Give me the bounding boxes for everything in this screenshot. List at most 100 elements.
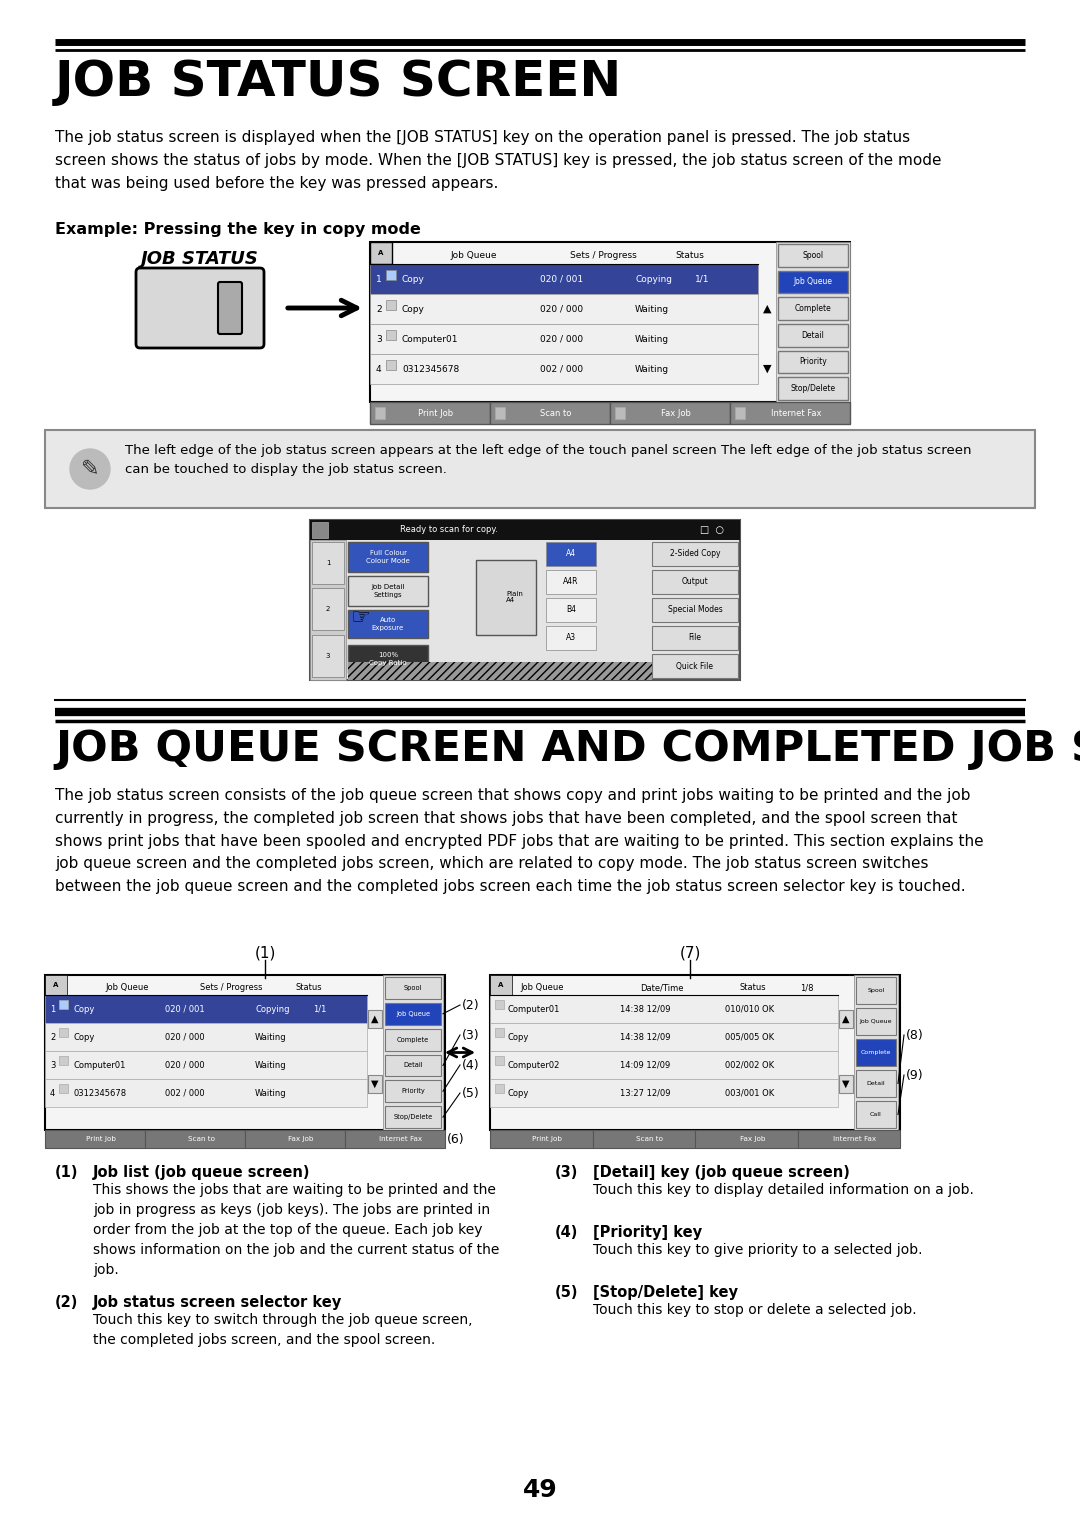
Bar xyxy=(495,1083,504,1093)
Text: Quick File: Quick File xyxy=(676,662,714,671)
Text: 020 / 000: 020 / 000 xyxy=(540,304,583,313)
Text: Call: Call xyxy=(870,1112,882,1117)
Bar xyxy=(59,1083,68,1093)
Text: 020 / 001: 020 / 001 xyxy=(165,1004,204,1013)
Bar xyxy=(368,1076,382,1093)
Bar xyxy=(45,1131,145,1148)
Bar xyxy=(476,559,536,636)
Text: A4: A4 xyxy=(566,550,576,559)
Text: This shows the jobs that are waiting to be printed and the
job in progress as ke: This shows the jobs that are waiting to … xyxy=(93,1183,499,1277)
Text: Example: Pressing the key in copy mode: Example: Pressing the key in copy mode xyxy=(55,222,421,237)
Bar xyxy=(348,542,428,571)
Bar xyxy=(45,995,367,1024)
Text: Waiting: Waiting xyxy=(635,365,670,373)
Text: 002 / 000: 002 / 000 xyxy=(540,365,583,373)
Bar xyxy=(856,1070,896,1097)
Bar xyxy=(778,270,848,293)
Bar xyxy=(370,241,850,402)
Text: 49: 49 xyxy=(523,1478,557,1502)
Bar xyxy=(384,1080,441,1102)
Text: Job status screen selector key: Job status screen selector key xyxy=(93,1296,342,1309)
Bar xyxy=(778,377,848,400)
Text: 2-Sided Copy: 2-Sided Copy xyxy=(670,550,720,559)
Text: 1/8: 1/8 xyxy=(800,984,813,993)
Text: Touch this key to stop or delete a selected job.: Touch this key to stop or delete a selec… xyxy=(593,1303,917,1317)
Bar xyxy=(310,539,346,680)
Bar xyxy=(730,402,850,423)
Text: Copying: Copying xyxy=(635,275,672,284)
Bar xyxy=(384,1028,441,1051)
Bar xyxy=(45,1079,367,1106)
Text: 1: 1 xyxy=(50,1004,55,1013)
Text: Waiting: Waiting xyxy=(255,1088,286,1097)
Text: Job Queue: Job Queue xyxy=(860,1019,892,1024)
Bar xyxy=(245,1131,345,1148)
Bar xyxy=(384,1054,441,1076)
Text: Waiting: Waiting xyxy=(255,1060,286,1070)
Text: [Priority] key: [Priority] key xyxy=(593,1225,702,1241)
Text: Internet Fax: Internet Fax xyxy=(379,1135,422,1141)
Bar xyxy=(495,406,505,419)
Text: Detail: Detail xyxy=(866,1080,886,1086)
Text: Status: Status xyxy=(675,252,704,260)
Bar xyxy=(45,1024,367,1051)
Text: Spool: Spool xyxy=(867,989,885,993)
Circle shape xyxy=(70,449,110,489)
Text: Internet Fax: Internet Fax xyxy=(771,408,821,417)
Bar xyxy=(854,975,897,1131)
Text: Fax Job: Fax Job xyxy=(288,1135,314,1141)
Text: 1: 1 xyxy=(326,559,330,565)
Text: JOB STATUS SCREEN: JOB STATUS SCREEN xyxy=(55,58,622,105)
Text: (2): (2) xyxy=(462,998,480,1012)
Bar xyxy=(778,298,848,319)
Bar xyxy=(615,406,625,419)
Text: Job Detail
Settings: Job Detail Settings xyxy=(372,584,405,597)
Bar xyxy=(312,542,345,584)
Text: Touch this key to give priority to a selected job.: Touch this key to give priority to a sel… xyxy=(593,1242,922,1258)
Bar xyxy=(490,975,900,1131)
Text: (3): (3) xyxy=(555,1164,579,1180)
Bar xyxy=(490,1051,838,1079)
Text: [Detail] key (job queue screen): [Detail] key (job queue screen) xyxy=(593,1164,850,1180)
Bar xyxy=(839,1076,853,1093)
Text: (4): (4) xyxy=(555,1225,579,1241)
Text: 4: 4 xyxy=(50,1088,55,1097)
Text: Complete: Complete xyxy=(795,304,832,313)
Bar xyxy=(312,636,345,677)
Text: 3: 3 xyxy=(326,652,330,659)
Bar xyxy=(368,1010,382,1028)
Text: Waiting: Waiting xyxy=(255,1033,286,1042)
Text: 020 / 000: 020 / 000 xyxy=(540,335,583,344)
Bar xyxy=(348,645,428,672)
Text: 020 / 001: 020 / 001 xyxy=(540,275,583,284)
Text: Computer02: Computer02 xyxy=(508,1060,561,1070)
Text: (5): (5) xyxy=(555,1285,579,1300)
Text: Scan to: Scan to xyxy=(188,1135,215,1141)
Bar xyxy=(386,330,396,341)
Text: 0312345678: 0312345678 xyxy=(73,1088,126,1097)
Text: (1): (1) xyxy=(254,944,275,960)
Text: (2): (2) xyxy=(55,1296,79,1309)
Text: 2: 2 xyxy=(326,607,330,613)
Bar xyxy=(856,1008,896,1034)
Bar xyxy=(59,1028,68,1038)
Text: Waiting: Waiting xyxy=(635,304,670,313)
Text: A4R: A4R xyxy=(564,578,579,587)
Bar xyxy=(652,570,738,594)
Bar xyxy=(652,654,738,678)
Text: Stop/Delete: Stop/Delete xyxy=(393,1114,433,1120)
Bar xyxy=(386,299,396,310)
Text: File: File xyxy=(689,634,702,642)
Bar xyxy=(348,576,428,607)
Text: 005/005 OK: 005/005 OK xyxy=(725,1033,774,1042)
Text: Print Job: Print Job xyxy=(418,408,454,417)
Bar xyxy=(386,270,396,280)
Text: 14:38 12/09: 14:38 12/09 xyxy=(620,1033,671,1042)
Text: (1): (1) xyxy=(55,1164,79,1180)
Text: ✎: ✎ xyxy=(81,458,99,478)
Text: A: A xyxy=(378,251,383,257)
Text: (3): (3) xyxy=(462,1028,480,1042)
Text: Print Job: Print Job xyxy=(86,1135,116,1141)
Text: Job list (job queue screen): Job list (job queue screen) xyxy=(93,1164,311,1180)
Text: Sets / Progress: Sets / Progress xyxy=(200,984,262,993)
